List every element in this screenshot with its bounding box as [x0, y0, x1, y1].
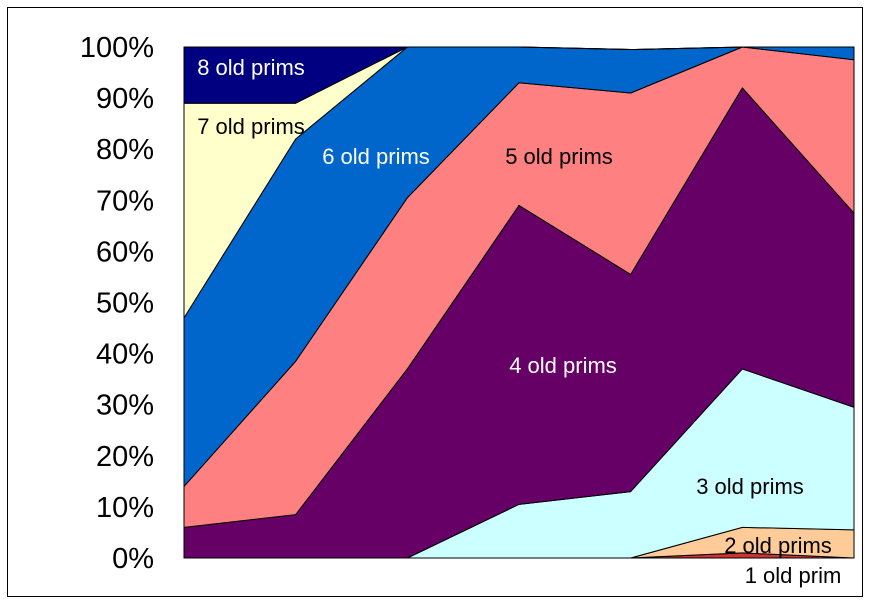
series-labels: 1 old prim 2 old prims 3 old prims 4 old pr… — [197, 55, 841, 588]
series-label: 1 old prim — [745, 563, 842, 588]
y-tick-label: 0% — [112, 543, 154, 575]
y-tick-label: 90% — [96, 83, 154, 115]
series-label: 6 old prims — [322, 144, 430, 169]
y-tick-label: 10% — [96, 492, 154, 524]
series-label: 7 old prims — [197, 114, 305, 139]
y-tick-label: 80% — [96, 134, 154, 166]
y-tick-label: 70% — [96, 185, 154, 217]
y-tick-label: 60% — [96, 236, 154, 268]
y-tick-label: 30% — [96, 390, 154, 422]
y-axis-tick-labels: 0% 10% 20% 30% 40% 50% 60% 70% 80% 90% 100% — [80, 32, 154, 575]
series-label: 3 old prims — [696, 474, 804, 499]
series-label: 8 old prims — [197, 55, 305, 80]
y-tick-label: 100% — [80, 32, 154, 64]
area-layers — [183, 46, 855, 559]
series-label: 4 old prims — [509, 353, 617, 378]
area-8-old-prims — [183, 46, 855, 104]
y-tick-label: 50% — [96, 288, 154, 320]
series-label: 5 old prims — [505, 144, 613, 169]
y-tick-label: 20% — [96, 441, 154, 473]
series-label: 2 old prims — [724, 533, 832, 558]
y-tick-label: 40% — [96, 339, 154, 371]
